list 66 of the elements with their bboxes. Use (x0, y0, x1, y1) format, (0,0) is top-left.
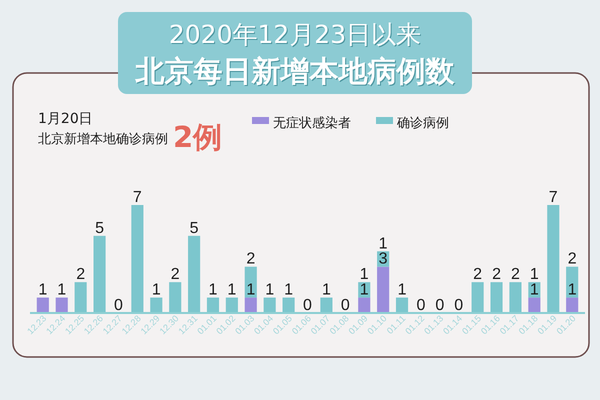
chart-title: 2020年12月23日以来 (168, 20, 422, 49)
data-label: 1 (360, 266, 369, 284)
data-label: 0 (114, 297, 124, 314)
bar (169, 282, 182, 313)
data-label: 7 (548, 189, 558, 206)
bar (396, 298, 408, 313)
data-label: 1 (398, 282, 407, 299)
data-label: 2 (568, 250, 577, 268)
data-label: 2 (246, 250, 256, 268)
bar (74, 282, 87, 313)
data-label: 2 (492, 266, 502, 284)
bar (244, 266, 257, 298)
text: 1月20日 (38, 111, 93, 127)
bar (36, 298, 49, 313)
legend-label: 确诊病例 (396, 116, 449, 131)
bar (377, 266, 390, 313)
bar (282, 298, 295, 313)
bar (358, 298, 370, 313)
data-label: 1 (530, 282, 539, 299)
data-label: 1 (322, 282, 331, 299)
bar (490, 282, 503, 313)
bar (320, 298, 332, 313)
data-label: 0 (435, 297, 444, 314)
data-label: 1 (38, 282, 48, 299)
data-label: 0 (416, 297, 426, 314)
data-label: 5 (190, 220, 199, 237)
data-label: 2 (473, 266, 482, 284)
bar (509, 282, 522, 313)
data-label: 1 (265, 282, 274, 299)
data-label: 7 (132, 189, 142, 206)
data-label: 1 (284, 282, 294, 299)
text: 2例 (173, 120, 222, 154)
bar (131, 205, 144, 313)
legend-label: 无症状感染者 (273, 116, 351, 131)
bar (206, 298, 220, 313)
data-label: 1 (530, 266, 539, 284)
data-label: 1 (57, 282, 66, 299)
data-label: 0 (340, 297, 350, 314)
bar (528, 298, 540, 313)
data-label: 2 (76, 266, 86, 284)
bar (472, 282, 484, 313)
data-label: 1 (208, 282, 218, 299)
data-label: 2 (170, 266, 180, 284)
bar (226, 298, 238, 313)
data-label: 3 (378, 250, 388, 268)
bar (150, 298, 162, 313)
data-label: 1 (378, 235, 388, 252)
data-label: 1 (246, 282, 256, 299)
bar (566, 298, 578, 313)
data-label: 2 (510, 266, 520, 284)
data-label: 0 (303, 297, 312, 314)
data-label: 1 (568, 282, 577, 299)
bar (94, 236, 106, 313)
bar (244, 298, 257, 313)
bar (264, 298, 276, 313)
text: 北京新增本地确诊病例 (38, 132, 168, 147)
data-label: 1 (152, 282, 161, 299)
bar (188, 236, 200, 313)
data-label: 0 (454, 297, 464, 314)
bar (566, 266, 578, 298)
bar (56, 298, 68, 313)
chart-subtitle: 北京每日新增本地病例数 (134, 54, 456, 88)
bar (547, 205, 560, 313)
data-label: 5 (95, 220, 104, 237)
data-label: 1 (227, 282, 236, 299)
data-label: 1 (360, 282, 369, 299)
